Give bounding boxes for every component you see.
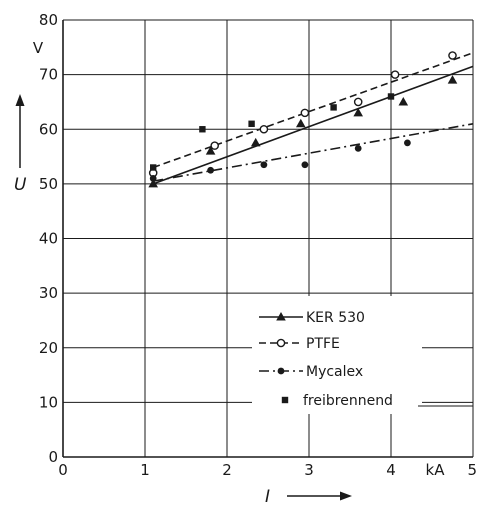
data-point-series-1-1 — [210, 141, 219, 150]
data-point-series-0-3 — [296, 118, 306, 128]
y-tick-label-70: 70 — [39, 66, 58, 84]
y-tick-label-10: 10 — [39, 393, 58, 411]
data-point-series-2-2 — [260, 161, 268, 169]
y-tick-label-0: 0 — [48, 448, 58, 466]
legend-label-1: PTFE — [306, 336, 340, 352]
x-tick-labels: 0 1 2 3 4 5 — [58, 461, 477, 479]
y-unit-label: V — [33, 39, 44, 57]
x-tick-label-4: 4 — [386, 461, 396, 479]
legend-marker-0 — [276, 312, 286, 321]
x-tick-label-3: 3 — [304, 461, 314, 479]
x-tick-label-2: 2 — [222, 461, 232, 479]
y-axis-label: U — [14, 175, 27, 195]
data-point-series-0-1 — [205, 146, 216, 155]
data-point-series-1-2 — [259, 124, 269, 134]
x-tick-label-0: 0 — [58, 461, 68, 479]
y-tick-label-80: 80 — [39, 11, 58, 29]
data-point-series-2-3 — [301, 161, 309, 169]
data-point-series-2-4 — [354, 144, 362, 152]
data-point-series-3-2 — [248, 120, 255, 127]
fit-line-series-0 — [152, 65, 474, 185]
legend: KER 530 PTFE Mycalex freibrennend — [252, 296, 473, 414]
data-point-series-1-6 — [448, 51, 457, 60]
x-tick-label-1: 1 — [140, 461, 150, 479]
data-point-series-1-3 — [300, 108, 310, 118]
data-point-series-3-4 — [387, 93, 395, 100]
data-point-series-0-4 — [353, 107, 363, 117]
legend-marker-2 — [277, 367, 285, 375]
y-axis-title: U — [14, 94, 27, 195]
x-axis-title: I — [265, 487, 352, 507]
y-tick-labels: 0 10 20 30 40 50 60 70 80 — [39, 11, 58, 466]
data-point-series-3-3 — [330, 104, 337, 111]
legend-marker-1 — [276, 338, 286, 348]
data-point-series-0-6 — [447, 75, 458, 84]
series-points — [148, 51, 458, 188]
legend-label-3: freibrennend — [303, 393, 393, 409]
data-point-series-3-0 — [150, 164, 157, 171]
data-point-series-2-0 — [149, 175, 157, 182]
data-point-series-1-4 — [353, 97, 363, 107]
series-lines — [152, 52, 474, 185]
x-unit-label: kA — [426, 461, 446, 479]
legend-label-2: Mycalex — [306, 364, 363, 380]
data-point-series-0-2 — [250, 137, 261, 147]
data-point-series-1-5 — [390, 70, 400, 79]
y-tick-label-40: 40 — [39, 230, 58, 248]
x-tick-label-5: 5 — [467, 461, 477, 479]
data-point-series-2-1 — [207, 166, 215, 174]
plot-frame — [62, 19, 474, 458]
data-point-series-0-0 — [148, 178, 158, 188]
x-axis-arrow-head — [340, 491, 352, 501]
y-tick-label-60: 60 — [39, 120, 58, 138]
y-tick-label-20: 20 — [39, 339, 58, 357]
y-tick-label-30: 30 — [39, 284, 58, 302]
data-point-series-0-5 — [398, 96, 409, 106]
legend-marker-3 — [281, 396, 289, 404]
y-tick-label-50: 50 — [39, 175, 58, 193]
fit-line-series-1 — [152, 52, 474, 169]
fit-line-series-2 — [153, 123, 474, 182]
data-point-series-3-1 — [199, 126, 206, 133]
data-point-series-2-5 — [404, 139, 411, 147]
x-axis-label: I — [265, 487, 270, 507]
y-axis-arrow-head — [15, 94, 25, 106]
legend-label-0: KER 530 — [306, 310, 365, 326]
